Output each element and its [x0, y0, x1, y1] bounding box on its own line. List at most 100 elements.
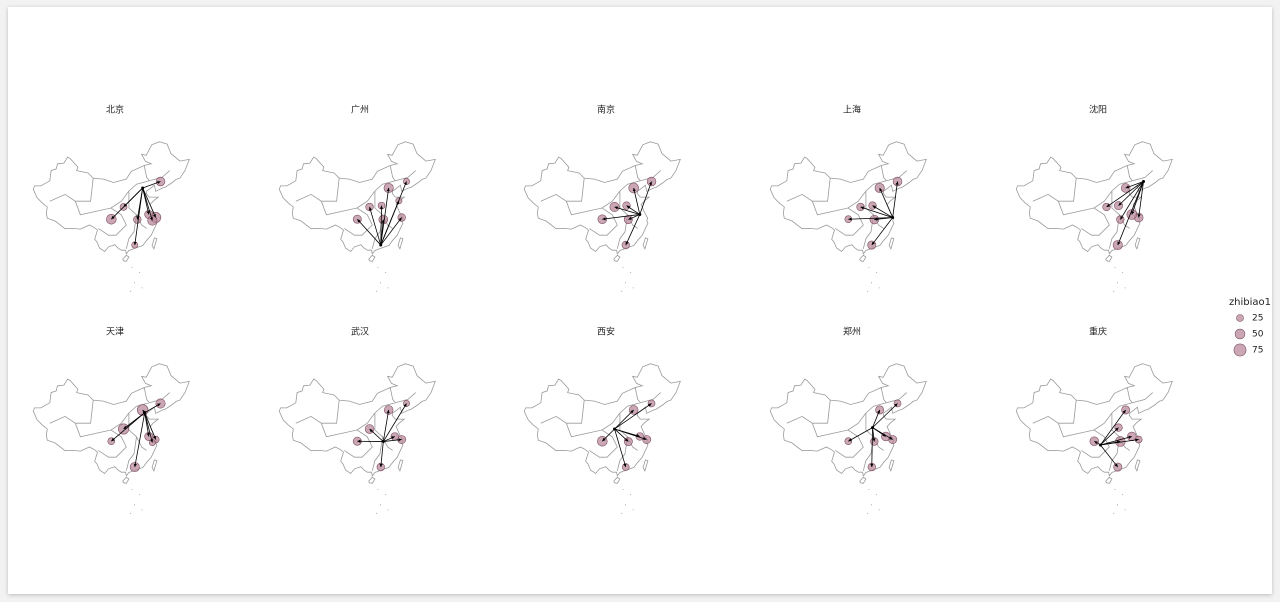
facet-map [523, 141, 681, 292]
flow-line [848, 217, 893, 221]
bubble [403, 400, 410, 407]
flow-line [123, 187, 143, 208]
facet-title: 北京 [106, 104, 124, 116]
facet-map [32, 141, 190, 292]
flow-line [379, 205, 384, 246]
islands [1113, 267, 1127, 292]
flow-line [380, 217, 402, 246]
bubble [148, 439, 156, 447]
bubble [1127, 431, 1137, 442]
facet-title: 郑州 [843, 326, 861, 338]
hub [871, 426, 875, 430]
legend-key [1236, 314, 1244, 322]
flow-line [872, 427, 887, 437]
flow-line [626, 205, 641, 215]
facet-title: 沈阳 [1089, 104, 1107, 116]
facet-title: 西安 [597, 326, 615, 338]
flow-line [860, 206, 893, 218]
facet-map [278, 141, 436, 292]
flow-line [1100, 427, 1119, 446]
facet-title: 天津 [106, 327, 124, 338]
bubble [874, 182, 885, 193]
flow-line [1137, 181, 1144, 218]
hub [379, 243, 383, 247]
facet-map [1015, 141, 1173, 292]
legend-label: 50 [1252, 330, 1264, 340]
hub [638, 212, 642, 216]
flow-line [133, 412, 146, 468]
flow-line [379, 441, 384, 468]
legend-title: zhibiao1 [1229, 297, 1271, 308]
facet-title: 上海 [843, 104, 861, 116]
flow-line [848, 427, 873, 442]
bubble [155, 176, 166, 187]
hub [141, 186, 145, 190]
flow-line [142, 181, 161, 189]
facet-title: 南京 [597, 104, 615, 116]
country-outline [32, 141, 190, 262]
bubble [1113, 462, 1123, 472]
legend-key [1233, 343, 1247, 357]
bubble [155, 398, 166, 409]
flow-line [602, 428, 615, 442]
flow-line [144, 412, 157, 440]
flow-line [1117, 181, 1144, 246]
country-outline [523, 141, 681, 262]
bubble [597, 214, 608, 224]
country-outline [32, 363, 190, 484]
bubble [844, 437, 853, 446]
flow-line [892, 181, 899, 218]
facet-map [1015, 363, 1173, 514]
flow-line [632, 187, 641, 215]
bubble [1116, 215, 1125, 224]
flow-line [1125, 181, 1144, 189]
hub [1142, 179, 1146, 183]
bubble [647, 399, 656, 408]
flow-line [871, 217, 893, 246]
facet-map [769, 363, 927, 514]
flow-line [383, 436, 395, 442]
facet-map [523, 363, 681, 514]
flow-line [639, 181, 652, 215]
country-outline [769, 141, 927, 262]
flow-line [614, 428, 629, 442]
flow-line [369, 428, 384, 442]
islands [1113, 489, 1127, 514]
flow-line [1100, 444, 1119, 468]
hub [143, 411, 147, 415]
flow-line [872, 205, 893, 218]
bubble [1112, 240, 1123, 251]
bubble [1102, 202, 1111, 212]
flow-line [872, 403, 898, 428]
flow-line [133, 187, 144, 246]
flow-line [1118, 181, 1144, 206]
flow-line [628, 214, 640, 220]
bubble [856, 202, 865, 212]
flow-line [382, 409, 390, 442]
flow-line [614, 428, 627, 468]
facet-title: 武汉 [351, 326, 369, 338]
facet-title: 广州 [351, 104, 369, 116]
flow-line [614, 206, 640, 215]
flow-line [614, 409, 634, 430]
country-outline [1015, 141, 1173, 262]
flow-line [872, 409, 881, 428]
facet-map [278, 363, 436, 514]
flow-line [614, 428, 640, 438]
flow-line [142, 187, 153, 221]
flow-line [1100, 409, 1126, 446]
bubble [403, 178, 410, 185]
facet-map [769, 141, 927, 292]
bubble [621, 463, 630, 471]
flow-line [625, 214, 641, 246]
bubble [1120, 183, 1131, 193]
flow-line [142, 187, 157, 218]
flow-line [879, 187, 894, 218]
hub [891, 216, 895, 220]
flow-line [144, 403, 161, 414]
bubble [609, 201, 620, 212]
flow-line [382, 403, 407, 442]
card [8, 7, 1272, 594]
